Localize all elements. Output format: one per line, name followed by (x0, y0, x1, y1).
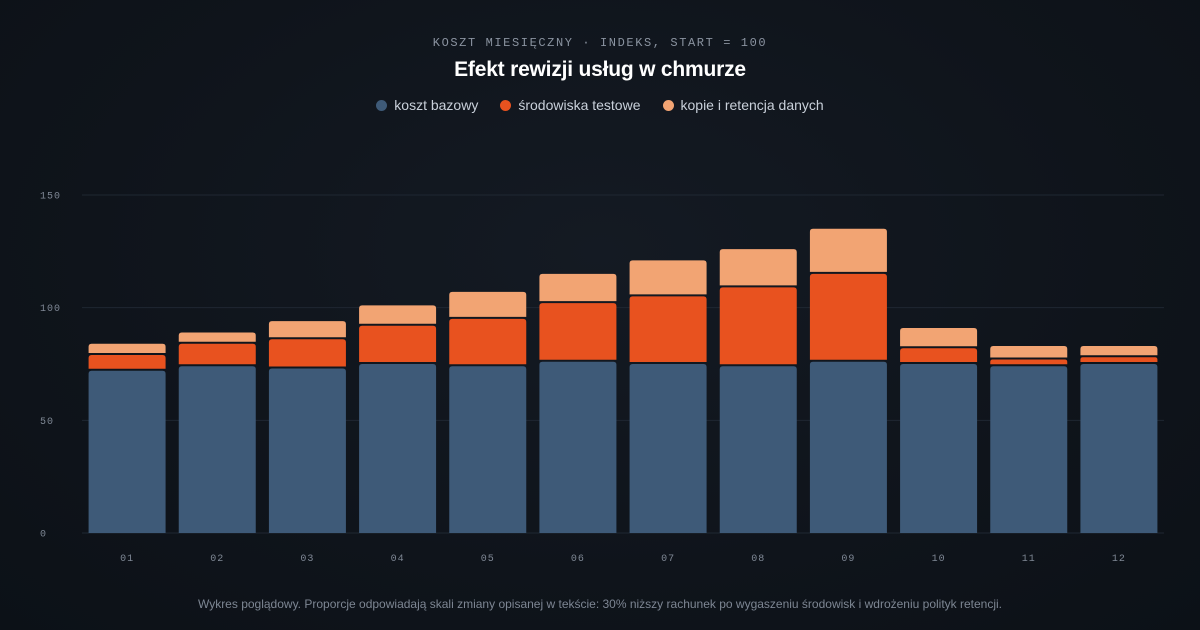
bar-stack-09 (809, 228, 887, 533)
bar-segment-test (88, 354, 166, 369)
bar-segment-base (88, 370, 166, 533)
bar-stack-01 (88, 343, 166, 533)
y-tick-label: 100 (40, 304, 61, 315)
y-tick-label: 50 (40, 417, 54, 428)
x-tick-label: 11 (1022, 554, 1036, 565)
bar-segment-base (719, 366, 797, 533)
bar-segment-backup (719, 249, 797, 286)
bar-segment-test (449, 318, 527, 365)
y-tick-label: 0 (40, 530, 47, 541)
bar-stack-03 (268, 321, 346, 533)
bar-segment-backup (1080, 345, 1158, 356)
bar-segment-backup (178, 332, 256, 342)
chart-legend: koszt bazowy środowiska testowe kopie i … (0, 97, 1200, 113)
bar-segment-base (990, 366, 1068, 533)
x-tick-label: 07 (661, 554, 675, 565)
chart-eyebrow: KOSZT MIESIĘCZNY · INDEKS, START = 100 (432, 36, 768, 50)
bar-segment-backup (268, 321, 346, 338)
x-tick-label: 12 (1112, 554, 1126, 565)
bar-segment-backup (990, 345, 1068, 358)
bar-segment-test (1080, 357, 1158, 362)
x-tick-label: 09 (841, 554, 855, 565)
bar-segment-test (990, 359, 1068, 365)
x-tick-label: 04 (391, 554, 405, 565)
bar-stack-12 (1080, 345, 1158, 533)
bar-segment-base (539, 361, 617, 533)
x-tick-label: 03 (300, 554, 314, 565)
legend-item-base[interactable]: koszt bazowy (376, 97, 478, 113)
bar-segment-test (539, 303, 617, 360)
chart-title: Efekt rewizji usług w chmurze (454, 58, 746, 81)
bar-stack-02 (178, 332, 256, 533)
bars-layer (88, 228, 1158, 533)
bar-segment-base (449, 366, 527, 533)
legend-swatch-base (376, 99, 388, 111)
bar-segment-base (809, 361, 887, 533)
bar-segment-base (629, 364, 707, 533)
x-axis-ticks: 01 02 03 04 05 06 07 08 09 10 11 12 (120, 554, 1126, 565)
bar-segment-test (629, 296, 707, 362)
bar-segment-backup (629, 260, 707, 295)
bar-segment-backup (449, 291, 527, 317)
bar-segment-backup (900, 327, 978, 347)
x-tick-label: 02 (210, 554, 224, 565)
legend-label-backup: kopie i retencja danych (680, 97, 824, 113)
bar-segment-test (268, 339, 346, 367)
legend-item-test[interactable]: środowiska testowe (500, 97, 641, 113)
bar-segment-backup (88, 343, 166, 353)
y-tick-label: 150 (40, 192, 61, 203)
x-tick-label: 05 (481, 554, 495, 565)
chart-footnote: Wykres poglądowy. Proporcje odpowiadają … (197, 597, 1003, 611)
bar-stack-07 (629, 260, 707, 533)
bar-segment-base (900, 364, 978, 533)
bar-segment-base (1080, 364, 1158, 533)
bar-segment-test (719, 287, 797, 365)
bar-segment-backup (809, 228, 887, 272)
grid-layer (82, 194, 1164, 534)
bar-stack-05 (449, 291, 527, 533)
y-axis-ticks: 0 50 100 150 (40, 192, 61, 541)
legend-label-base: koszt bazowy (394, 97, 479, 113)
x-tick-label: 10 (932, 554, 946, 565)
bar-stack-06 (539, 273, 617, 533)
bar-stack-08 (719, 249, 797, 533)
bar-segment-test (900, 348, 978, 362)
bar-segment-test (809, 273, 887, 360)
bar-segment-base (178, 366, 256, 533)
bar-segment-backup (359, 305, 437, 324)
bar-stack-10 (900, 327, 978, 533)
bar-segment-base (268, 368, 346, 533)
bar-segment-backup (539, 273, 617, 302)
legend-item-backup[interactable]: kopie i retencja danych (662, 97, 824, 113)
legend-swatch-backup (662, 99, 674, 111)
legend-label-test: środowiska testowe (518, 97, 641, 113)
x-tick-label: 06 (571, 554, 585, 565)
bar-stack-04 (359, 305, 437, 533)
bar-segment-test (178, 343, 256, 365)
bar-stack-11 (990, 345, 1068, 533)
x-tick-label: 01 (120, 554, 134, 565)
legend-swatch-test (500, 99, 512, 111)
bar-segment-test (359, 325, 437, 362)
bar-segment-base (359, 364, 437, 533)
x-tick-label: 08 (751, 554, 765, 565)
